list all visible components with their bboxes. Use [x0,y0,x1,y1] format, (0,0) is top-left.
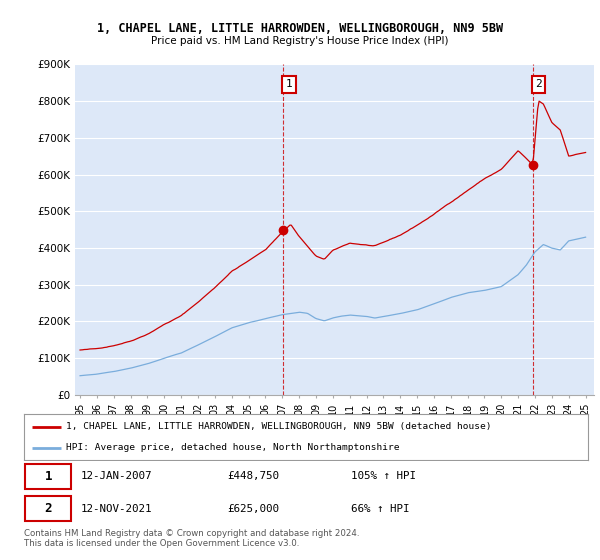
Text: HPI: Average price, detached house, North Northamptonshire: HPI: Average price, detached house, Nort… [66,444,400,452]
Text: 1, CHAPEL LANE, LITTLE HARROWDEN, WELLINGBOROUGH, NN9 5BW (detached house): 1, CHAPEL LANE, LITTLE HARROWDEN, WELLIN… [66,422,492,431]
Text: £448,750: £448,750 [227,472,279,482]
Text: Contains HM Land Registry data © Crown copyright and database right 2024.
This d: Contains HM Land Registry data © Crown c… [24,529,359,548]
Text: 12-JAN-2007: 12-JAN-2007 [80,472,152,482]
Text: 12-NOV-2021: 12-NOV-2021 [80,503,152,514]
Text: 2: 2 [535,80,542,89]
FancyBboxPatch shape [25,464,71,488]
Text: 66% ↑ HPI: 66% ↑ HPI [351,503,410,514]
Text: 105% ↑ HPI: 105% ↑ HPI [351,472,416,482]
Text: 1, CHAPEL LANE, LITTLE HARROWDEN, WELLINGBOROUGH, NN9 5BW: 1, CHAPEL LANE, LITTLE HARROWDEN, WELLIN… [97,22,503,35]
FancyBboxPatch shape [25,496,71,521]
Text: Price paid vs. HM Land Registry's House Price Index (HPI): Price paid vs. HM Land Registry's House … [151,36,449,46]
Text: 1: 1 [44,470,52,483]
Text: 1: 1 [286,80,292,89]
Text: £625,000: £625,000 [227,503,279,514]
Text: 2: 2 [44,502,52,515]
